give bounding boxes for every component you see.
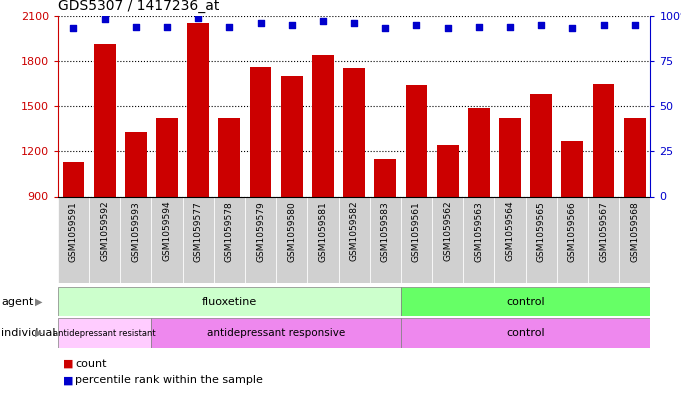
Bar xyxy=(494,196,526,283)
Text: GSM1059561: GSM1059561 xyxy=(412,201,421,262)
Bar xyxy=(245,196,276,283)
Point xyxy=(99,16,110,22)
Point xyxy=(68,25,79,31)
Text: agent: agent xyxy=(1,297,34,307)
Point xyxy=(629,22,640,28)
Text: GSM1059593: GSM1059593 xyxy=(131,201,140,262)
Text: GSM1059578: GSM1059578 xyxy=(225,201,234,262)
Bar xyxy=(276,196,307,283)
Text: GSM1059565: GSM1059565 xyxy=(537,201,545,262)
Bar xyxy=(307,196,338,283)
Bar xyxy=(401,196,432,283)
Point xyxy=(598,22,609,28)
Point xyxy=(255,20,266,26)
Bar xyxy=(214,196,245,283)
Bar xyxy=(588,196,619,283)
Point xyxy=(161,24,172,30)
Text: percentile rank within the sample: percentile rank within the sample xyxy=(75,375,263,386)
Bar xyxy=(406,85,428,196)
Point xyxy=(286,22,297,28)
Text: ▶: ▶ xyxy=(35,297,43,307)
Text: antidepressant resistant: antidepressant resistant xyxy=(53,329,156,338)
Bar xyxy=(592,84,614,196)
Bar xyxy=(526,196,557,283)
Text: ■: ■ xyxy=(63,358,73,369)
Point xyxy=(411,22,422,28)
Bar xyxy=(183,196,214,283)
Bar xyxy=(499,118,521,196)
Bar xyxy=(557,196,588,283)
Bar xyxy=(281,76,302,196)
Bar xyxy=(187,23,209,196)
Text: GSM1059580: GSM1059580 xyxy=(287,201,296,262)
Point xyxy=(349,20,360,26)
Bar xyxy=(89,196,121,283)
Point xyxy=(317,18,328,24)
Text: GSM1059564: GSM1059564 xyxy=(505,201,515,261)
Text: antidepressant responsive: antidepressant responsive xyxy=(207,328,345,338)
Text: fluoxetine: fluoxetine xyxy=(202,297,257,307)
Point xyxy=(473,24,484,30)
Text: count: count xyxy=(75,358,106,369)
Point xyxy=(536,22,547,28)
Text: GSM1059562: GSM1059562 xyxy=(443,201,452,261)
Text: GSM1059566: GSM1059566 xyxy=(568,201,577,262)
Text: GSM1059591: GSM1059591 xyxy=(69,201,78,262)
Bar xyxy=(125,132,147,196)
Text: ■: ■ xyxy=(63,375,73,386)
Bar xyxy=(375,159,396,196)
Bar xyxy=(437,145,458,196)
Bar xyxy=(63,162,84,196)
Point xyxy=(505,24,516,30)
Bar xyxy=(151,196,183,283)
Point xyxy=(193,15,204,21)
Point xyxy=(130,24,141,30)
Bar xyxy=(370,196,401,283)
Text: individual: individual xyxy=(1,328,56,338)
Bar xyxy=(250,67,272,196)
Text: GSM1059568: GSM1059568 xyxy=(630,201,639,262)
Bar xyxy=(94,44,116,196)
Bar xyxy=(530,94,552,196)
Bar xyxy=(58,196,89,283)
Text: control: control xyxy=(506,328,545,338)
Bar xyxy=(619,196,650,283)
Bar xyxy=(151,318,401,348)
Text: GSM1059594: GSM1059594 xyxy=(163,201,172,261)
Bar xyxy=(338,196,370,283)
Text: GSM1059577: GSM1059577 xyxy=(193,201,203,262)
Text: GSM1059582: GSM1059582 xyxy=(349,201,359,261)
Text: GSM1059592: GSM1059592 xyxy=(100,201,109,261)
Text: GDS5307 / 1417236_at: GDS5307 / 1417236_at xyxy=(58,0,219,13)
Point xyxy=(380,25,391,31)
Bar xyxy=(561,141,584,196)
Text: control: control xyxy=(506,297,545,307)
Bar xyxy=(401,287,650,316)
Bar xyxy=(312,55,334,196)
Point xyxy=(567,25,578,31)
Bar xyxy=(58,318,151,348)
Text: ▶: ▶ xyxy=(35,328,43,338)
Bar xyxy=(401,318,650,348)
Point xyxy=(224,24,235,30)
Bar xyxy=(624,118,646,196)
Text: GSM1059579: GSM1059579 xyxy=(256,201,265,262)
Text: GSM1059563: GSM1059563 xyxy=(475,201,484,262)
Bar xyxy=(121,196,151,283)
Point xyxy=(442,25,453,31)
Bar xyxy=(463,196,494,283)
Bar xyxy=(156,118,178,196)
Bar xyxy=(58,287,401,316)
Bar xyxy=(219,118,240,196)
Text: GSM1059583: GSM1059583 xyxy=(381,201,390,262)
Bar xyxy=(343,68,365,196)
Text: GSM1059567: GSM1059567 xyxy=(599,201,608,262)
Text: GSM1059581: GSM1059581 xyxy=(319,201,328,262)
Bar xyxy=(432,196,463,283)
Bar xyxy=(468,108,490,196)
